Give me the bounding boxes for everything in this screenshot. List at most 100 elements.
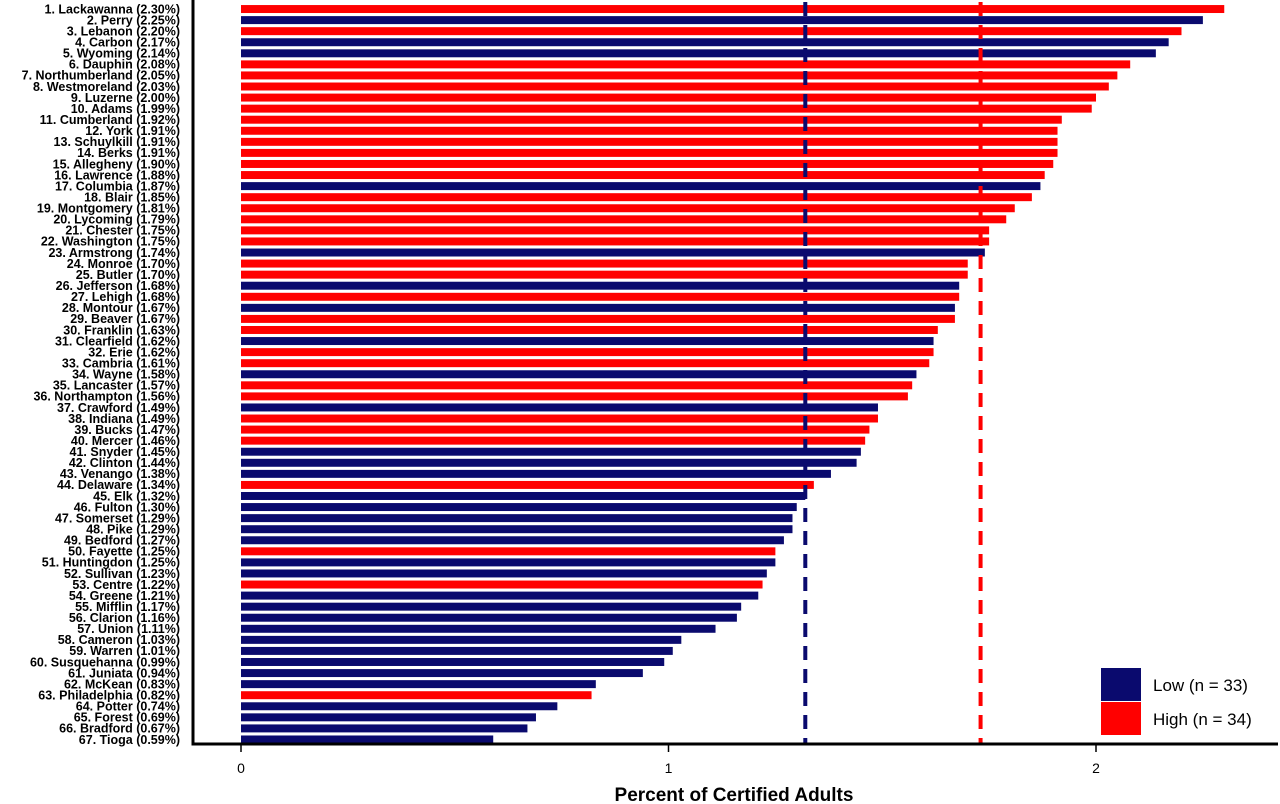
category-label-67: 67. Tioga (0.59%) (79, 733, 180, 747)
bar-53 (241, 580, 763, 589)
bar-54 (241, 591, 759, 600)
bars-layer (241, 5, 1225, 744)
category-label-2: 2. Perry (2.25%) (87, 13, 180, 27)
category-label-58: 58. Cameron (1.03%) (58, 633, 180, 647)
category-label-3: 3. Lebanon (2.20%) (67, 24, 180, 38)
category-label-16: 16. Lawrence (1.88%) (54, 168, 180, 182)
bar-18 (241, 193, 1032, 202)
bar-6 (241, 60, 1131, 69)
category-label-64: 64. Potter (0.74%) (76, 700, 180, 714)
bar-62 (241, 680, 596, 689)
bar-50 (241, 547, 776, 556)
bar-59 (241, 646, 673, 655)
category-label-29: 29. Beaver (1.67%) (70, 312, 180, 326)
category-label-15: 15. Allegheny (1.90%) (53, 157, 180, 171)
category-label-31: 31. Clearfield (1.62%) (55, 334, 180, 348)
category-label-30: 30. Franklin (1.63%) (63, 323, 180, 337)
category-label-7: 7. Northumberland (2.05%) (22, 69, 180, 83)
category-label-62: 62. McKean (0.83%) (64, 677, 180, 691)
category-label-14: 14. Berks (1.91%) (77, 146, 180, 160)
category-label-28: 28. Montour (1.67%) (62, 301, 180, 315)
bar-12 (241, 126, 1058, 135)
bar-9 (241, 93, 1096, 102)
category-label-52: 52. Sullivan (1.23%) (64, 567, 180, 581)
category-label-41: 41. Snyder (1.45%) (70, 445, 180, 459)
category-label-4: 4. Carbon (2.17%) (75, 36, 180, 50)
category-label-54: 54. Greene (1.21%) (69, 589, 180, 603)
category-label-19: 19. Montgomery (1.81%) (37, 202, 180, 216)
bar-31 (241, 337, 934, 346)
bar-10 (241, 104, 1092, 113)
category-label-50: 50. Fayette (1.25%) (68, 545, 180, 559)
category-label-66: 66. Bradford (0.67%) (59, 722, 180, 736)
bar-35 (241, 381, 913, 390)
legend-label-high: High (n = 34) (1153, 710, 1252, 729)
category-label-9: 9. Luzerne (2.00%) (71, 91, 180, 105)
category-label-45: 45. Elk (1.32%) (93, 489, 180, 503)
category-label-26: 26. Jefferson (1.68%) (56, 279, 180, 293)
bar-52 (241, 569, 767, 578)
x-tick-label-2: 2 (1092, 760, 1100, 776)
category-label-60: 60. Susquehanna (0.99%) (30, 655, 180, 669)
bar-65 (241, 713, 536, 722)
reference-lines (803, 2, 983, 744)
bar-25 (241, 270, 968, 279)
category-label-40: 40. Mercer (1.46%) (71, 434, 180, 448)
x-axis-title: Percent of Certified Adults (615, 785, 854, 804)
bar-46 (241, 503, 797, 512)
bar-47 (241, 514, 793, 523)
bar-33 (241, 359, 930, 368)
category-label-17: 17. Columbia (1.87%) (55, 179, 180, 193)
x-tick-label-1: 1 (665, 760, 673, 776)
category-label-8: 8. Westmoreland (2.03%) (33, 80, 180, 94)
bar-64 (241, 702, 558, 711)
bar-60 (241, 658, 665, 666)
bar-58 (241, 635, 682, 644)
bar-13 (241, 137, 1058, 146)
bar-42 (241, 458, 857, 467)
bar-27 (241, 292, 960, 301)
bar-22 (241, 237, 990, 246)
bar-56 (241, 613, 737, 622)
bar-38 (241, 414, 878, 423)
bar-41 (241, 447, 861, 456)
bar-15 (241, 159, 1054, 168)
bar-16 (241, 171, 1045, 180)
category-label-11: 11. Cumberland (1.92%) (40, 113, 180, 127)
category-label-22: 22. Washington (1.75%) (41, 235, 180, 249)
bar-49 (241, 536, 784, 545)
bar-45 (241, 492, 806, 500)
bar-37 (241, 403, 878, 412)
bar-3 (241, 27, 1182, 36)
bar-39 (241, 425, 870, 434)
bar-30 (241, 326, 938, 334)
bar-32 (241, 348, 934, 357)
category-label-38: 38. Indiana (1.49%) (68, 412, 180, 426)
legend-swatch-high (1101, 702, 1141, 735)
category-label-42: 42. Clinton (1.44%) (69, 456, 180, 470)
category-label-35: 35. Lancaster (1.57%) (53, 379, 180, 393)
category-label-49: 49. Bedford (1.27%) (64, 534, 180, 548)
category-label-47: 47. Somerset (1.29%) (55, 511, 180, 525)
bar-61 (241, 669, 643, 678)
category-label-6: 6. Dauphin (2.08%) (69, 58, 180, 72)
category-label-24: 24. Monroe (1.70%) (67, 257, 180, 271)
bar-23 (241, 248, 985, 257)
category-label-36: 36. Northampton (1.56%) (33, 390, 180, 404)
category-label-61: 61. Juniata (0.94%) (68, 666, 180, 680)
category-label-33: 33. Cambria (1.61%) (62, 356, 180, 370)
bar-17 (241, 182, 1041, 191)
category-label-65: 65. Forest (0.69%) (74, 711, 180, 725)
bar-51 (241, 558, 776, 567)
category-label-1: 1. Lackawanna (2.30%) (45, 2, 180, 16)
category-label-27: 27. Lehigh (1.68%) (71, 290, 180, 304)
category-label-57: 57. Union (1.11%) (77, 622, 180, 636)
category-label-59: 59. Warren (1.01%) (69, 644, 180, 658)
category-label-25: 25. Butler (1.70%) (76, 268, 180, 282)
category-label-53: 53. Centre (1.22%) (72, 578, 180, 592)
category-label-12: 12. York (1.91%) (85, 124, 180, 138)
category-label-48: 48. Pike (1.29%) (86, 522, 180, 536)
bar-2 (241, 16, 1203, 25)
bar-4 (241, 38, 1169, 47)
